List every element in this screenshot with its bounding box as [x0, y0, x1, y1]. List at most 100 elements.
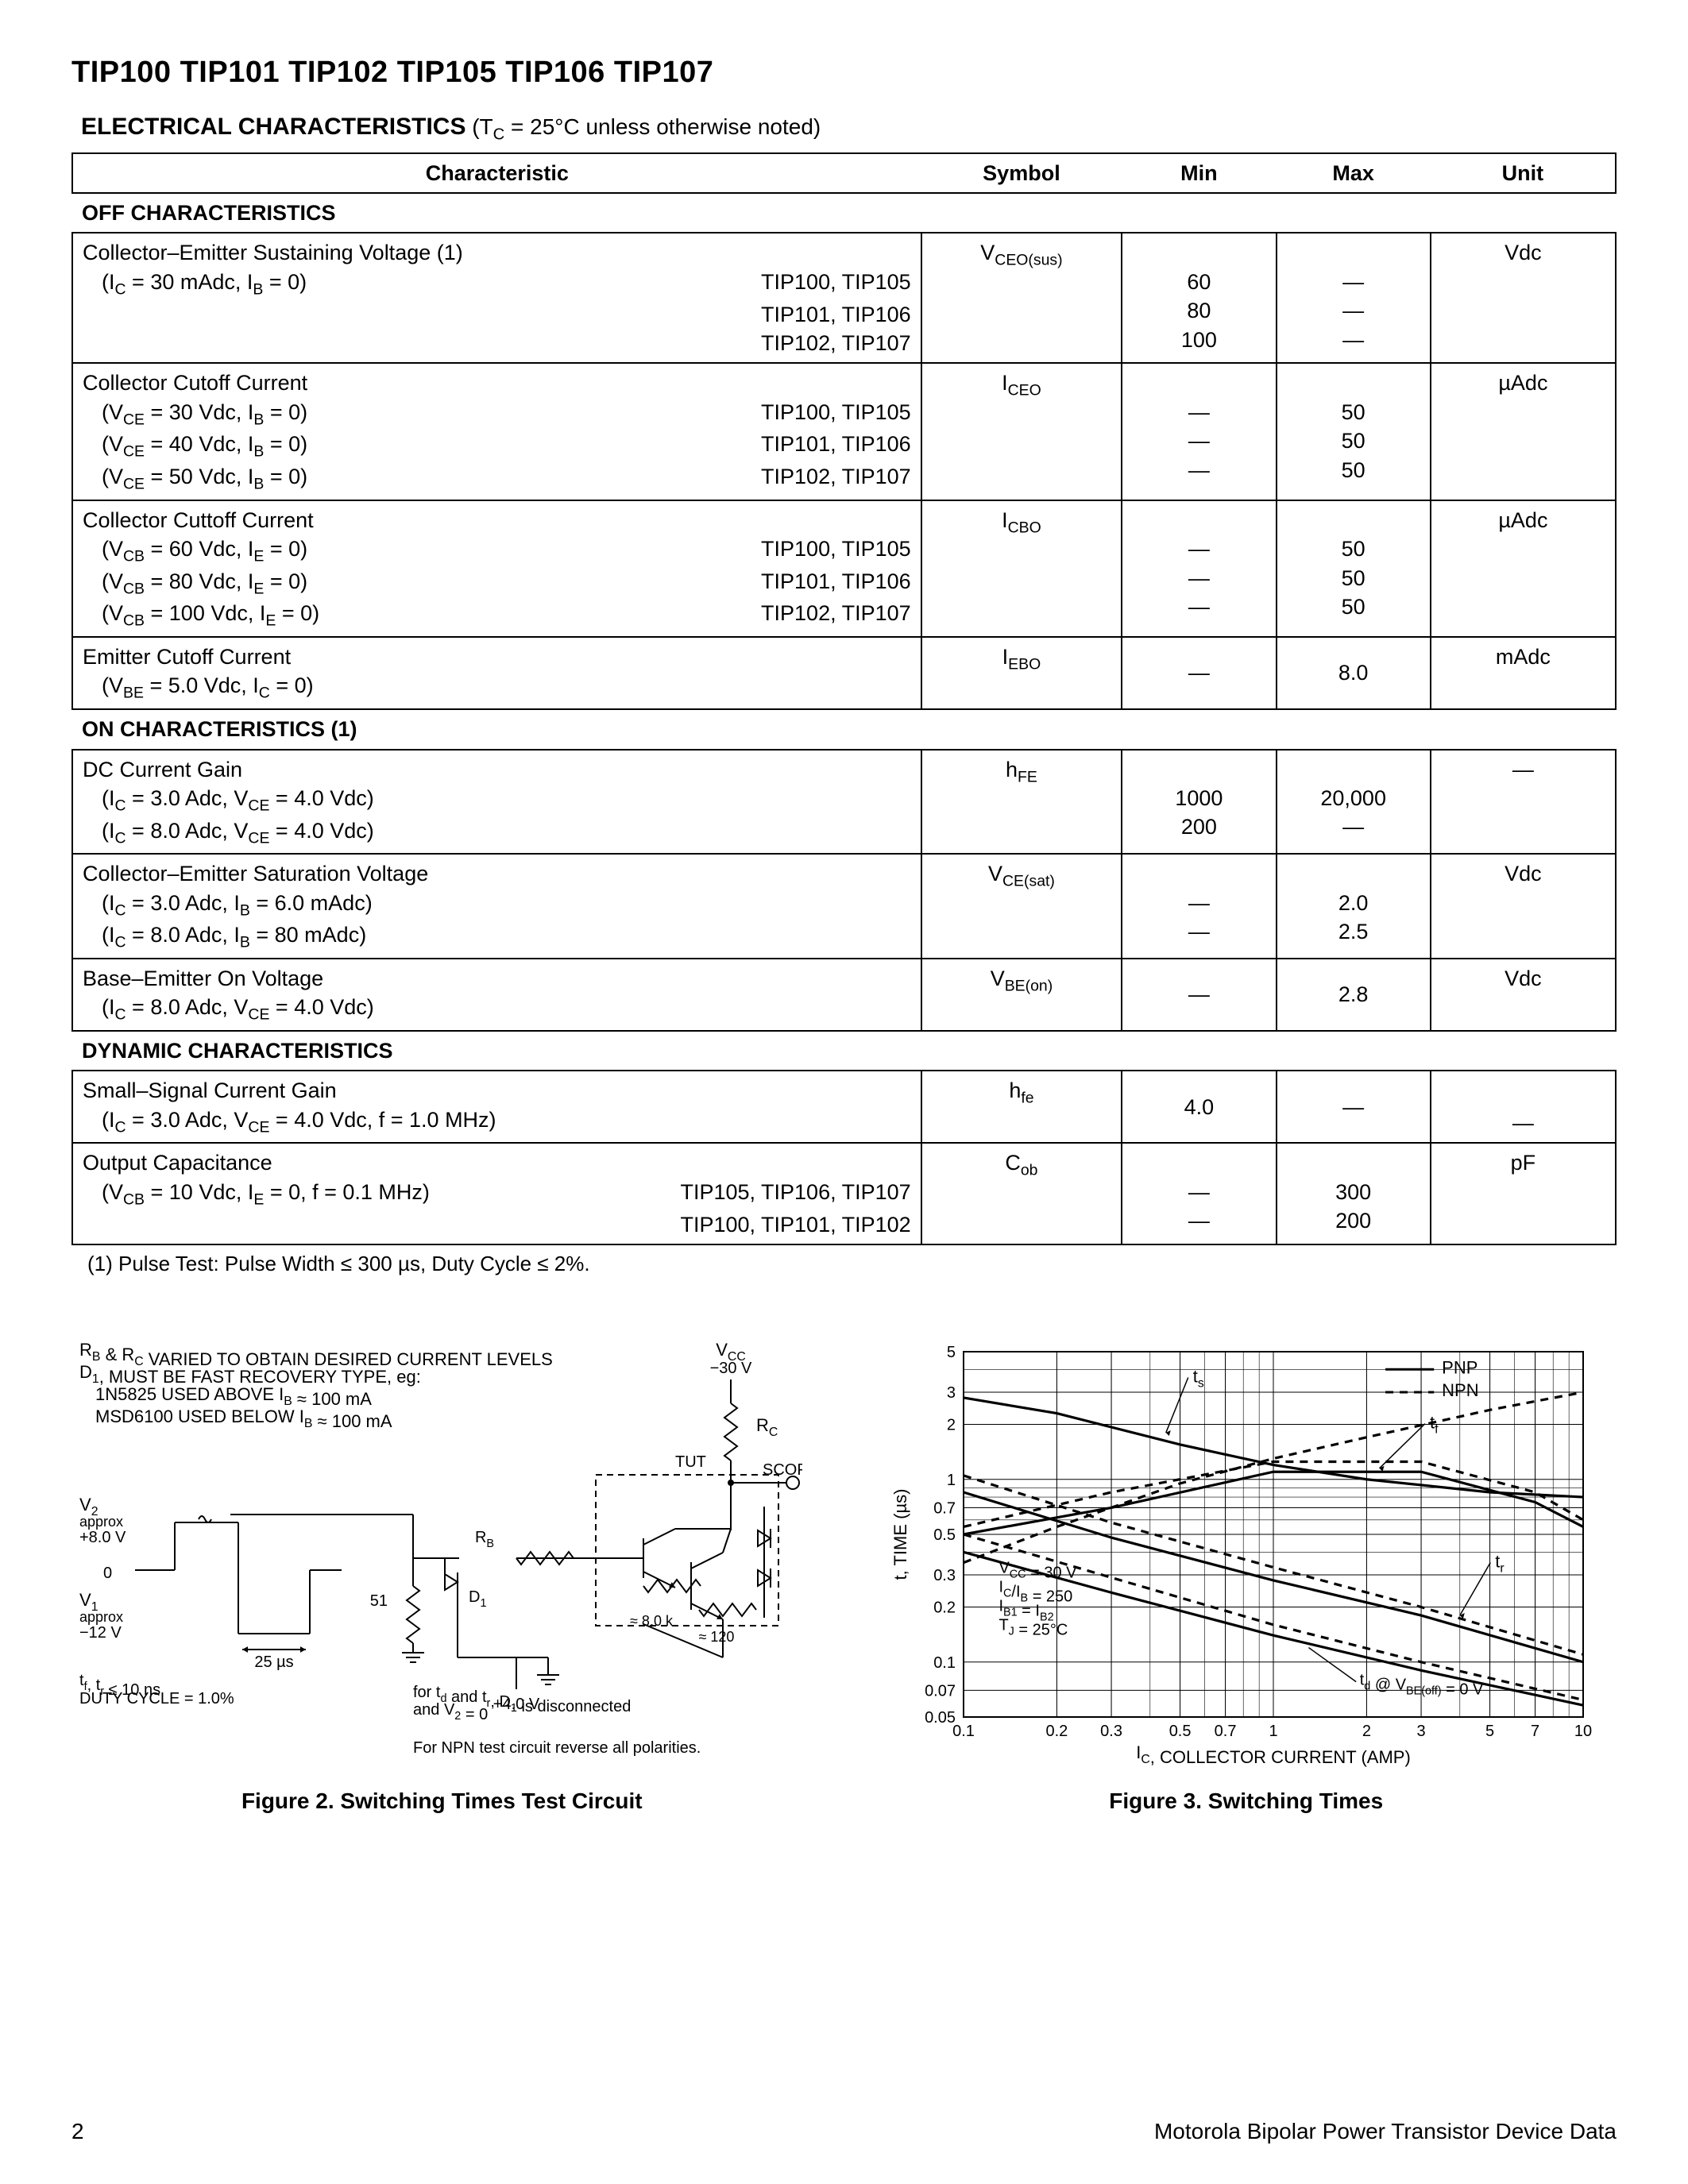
footer: 2 Motorola Bipolar Power Transistor Devi… [71, 2119, 1617, 2144]
svg-text:25 µs: 25 µs [254, 1653, 293, 1671]
section-heading: DYNAMIC CHARACTERISTICS [72, 1031, 1616, 1071]
characteristic: Collector–Emitter Saturation Voltage(IC … [72, 854, 921, 959]
svg-text:0.5: 0.5 [1168, 1723, 1191, 1740]
min: 4.0 [1122, 1071, 1276, 1143]
symbol: ICEO [921, 363, 1122, 500]
min: 1000200 [1122, 750, 1276, 855]
symbol: IEBO [921, 637, 1122, 709]
svg-text:PNP: PNP [1442, 1357, 1477, 1377]
svg-text:0.5: 0.5 [933, 1526, 956, 1544]
svg-text:0.2: 0.2 [1045, 1723, 1068, 1740]
svg-text:0.7: 0.7 [933, 1499, 956, 1517]
svg-text:3: 3 [1416, 1723, 1425, 1740]
col-header: Max [1277, 153, 1431, 193]
min: 6080100 [1122, 233, 1276, 363]
svg-text:−12 V: −12 V [79, 1624, 122, 1642]
svg-text:t, TIME (µs): t, TIME (µs) [890, 1489, 910, 1580]
characteristic: Collector Cuttoff Current(VCB = 60 Vdc, … [72, 500, 921, 637]
svg-text:2: 2 [1362, 1723, 1370, 1740]
svg-text:1: 1 [946, 1472, 955, 1489]
col-header: Symbol [921, 153, 1122, 193]
svg-text:RC: RC [756, 1415, 778, 1439]
symbol: Cob [921, 1143, 1122, 1244]
svg-text:−30 V: −30 V [710, 1360, 752, 1377]
max: — [1277, 1071, 1431, 1143]
svg-text:10: 10 [1574, 1723, 1591, 1740]
page-number: 2 [71, 2119, 84, 2144]
unit: pF [1431, 1143, 1616, 1244]
svg-text:MSD6100 USED BELOW IB ≈ 100 mA: MSD6100 USED BELOW IB ≈ 100 mA [95, 1406, 392, 1431]
svg-text:approx: approx [79, 1514, 123, 1530]
elec-title: ELECTRICAL CHARACTERISTICS (TC = 25°C un… [81, 114, 1617, 145]
symbol: VCEO(sus) [921, 233, 1122, 363]
svg-text:5: 5 [946, 1344, 955, 1361]
max: 505050 [1277, 363, 1431, 500]
max: 300200 [1277, 1143, 1431, 1244]
svg-text:0.3: 0.3 [933, 1567, 956, 1584]
svg-text:1N5825 USED ABOVE IB ≈ 100 mA: 1N5825 USED ABOVE IB ≈ 100 mA [95, 1384, 372, 1409]
svg-text:1: 1 [1269, 1723, 1277, 1740]
svg-text:D1: D1 [469, 1588, 486, 1610]
svg-text:IC, COLLECTOR CURRENT (AMP): IC, COLLECTOR CURRENT (AMP) [1136, 1742, 1411, 1767]
unit: µAdc [1431, 500, 1616, 637]
max: 505050 [1277, 500, 1431, 637]
min: ——— [1122, 500, 1276, 637]
unit: Vdc [1431, 233, 1616, 363]
col-header: Characteristic [72, 153, 921, 193]
svg-text:0.3: 0.3 [1100, 1723, 1122, 1740]
unit: — [1431, 750, 1616, 855]
max: 2.8 [1277, 959, 1431, 1031]
svg-text:NPN: NPN [1442, 1380, 1478, 1400]
min: — [1122, 959, 1276, 1031]
svg-text:TUT: TUT [675, 1453, 706, 1471]
svg-text:RB & RC VARIED TO OBTAIN DESIR: RB & RC VARIED TO OBTAIN DESIRED CURRENT… [79, 1340, 553, 1369]
figure-3: 0.10.20.30.50.712357100.050.070.10.20.30… [876, 1324, 1617, 1814]
section-heading: ON CHARACTERISTICS (1) [72, 709, 1616, 749]
symbol: VCE(sat) [921, 854, 1122, 959]
section-heading: OFF CHARACTERISTICS [72, 193, 1616, 233]
characteristic: Collector Cutoff Current(VCE = 30 Vdc, I… [72, 363, 921, 500]
symbol: hFE [921, 750, 1122, 855]
svg-text:SCOPE: SCOPE [763, 1461, 802, 1479]
max: 2.02.5 [1277, 854, 1431, 959]
characteristic: Collector–Emitter Sustaining Voltage (1)… [72, 233, 921, 363]
characteristic: Output Capacitance(VCB = 10 Vdc, IE = 0,… [72, 1143, 921, 1244]
characteristic: DC Current Gain(IC = 3.0 Adc, VCE = 4.0 … [72, 750, 921, 855]
fig2-caption: Figure 2. Switching Times Test Circuit [71, 1788, 813, 1814]
unit: Vdc [1431, 854, 1616, 959]
svg-text:0.1: 0.1 [952, 1723, 975, 1740]
min: ——— [1122, 363, 1276, 500]
svg-text:+8.0 V: +8.0 V [79, 1529, 126, 1546]
elec-table: CharacteristicSymbolMinMaxUnit OFF CHARA… [71, 152, 1617, 1245]
characteristic: Emitter Cutoff Current(VBE = 5.0 Vdc, IC… [72, 637, 921, 709]
svg-text:≈ 120: ≈ 120 [699, 1629, 735, 1645]
svg-text:RB: RB [475, 1529, 494, 1550]
svg-text:DUTY CYCLE = 1.0%: DUTY CYCLE = 1.0% [79, 1690, 234, 1707]
page-title: TIP100 TIP101 TIP102 TIP105 TIP106 TIP10… [71, 56, 1617, 90]
svg-text:51: 51 [370, 1592, 388, 1610]
svg-text:approx: approx [79, 1609, 123, 1625]
max: 8.0 [1277, 637, 1431, 709]
min: —— [1122, 1143, 1276, 1244]
unit: mAdc [1431, 637, 1616, 709]
symbol: ICBO [921, 500, 1122, 637]
footer-text: Motorola Bipolar Power Transistor Device… [1154, 2119, 1617, 2144]
svg-text:5: 5 [1485, 1723, 1494, 1740]
svg-text:2: 2 [946, 1416, 955, 1433]
svg-text:0.7: 0.7 [1214, 1723, 1236, 1740]
figure-2: RB & RC VARIED TO OBTAIN DESIRED CURRENT… [71, 1324, 813, 1814]
svg-text:≈ 8.0 k: ≈ 8.0 k [630, 1613, 674, 1629]
symbol: hfe [921, 1071, 1122, 1143]
svg-text:For NPN test circuit reverse a: For NPN test circuit reverse all polarit… [413, 1739, 701, 1757]
col-header: Min [1122, 153, 1276, 193]
footnote: (1) Pulse Test: Pulse Width ≤ 300 µs, Du… [87, 1252, 1617, 1276]
svg-text:0.2: 0.2 [933, 1599, 956, 1616]
max: 20,000— [1277, 750, 1431, 855]
svg-text:0: 0 [103, 1565, 112, 1582]
col-header: Unit [1431, 153, 1616, 193]
max: ——— [1277, 233, 1431, 363]
characteristic: Small–Signal Current Gain(IC = 3.0 Adc, … [72, 1071, 921, 1143]
fig3-caption: Figure 3. Switching Times [876, 1788, 1617, 1814]
svg-text:0.1: 0.1 [933, 1654, 956, 1672]
svg-text:0.07: 0.07 [925, 1682, 956, 1700]
